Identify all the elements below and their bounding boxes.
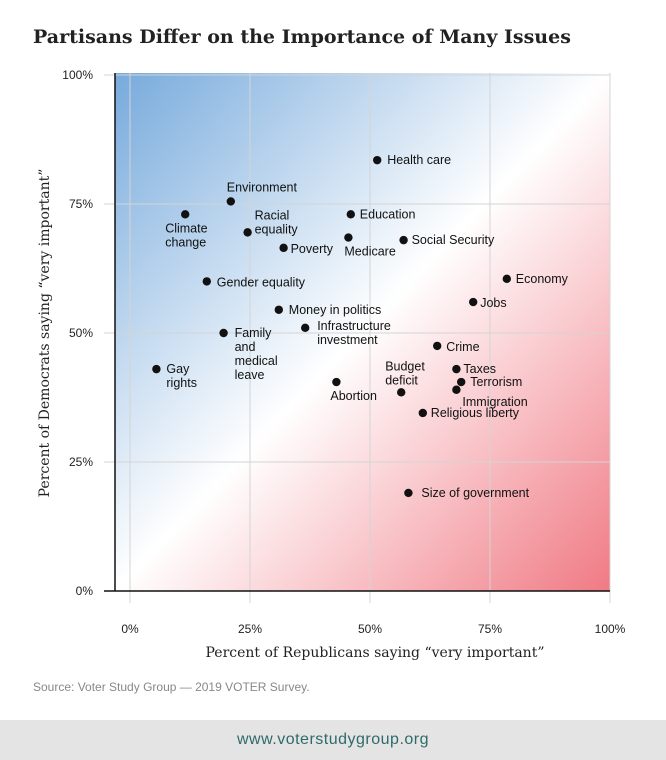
- y-axis-label: Percent of Democrats saying “very import…: [37, 168, 53, 498]
- point-label: Medicare: [344, 245, 395, 259]
- point-marker: [301, 323, 310, 333]
- source-note: Source: Voter Study Group — 2019 VOTER S…: [33, 680, 310, 694]
- data-point: Crime: [433, 340, 480, 354]
- point-marker: [452, 385, 461, 394]
- y-tick-label: 0%: [76, 584, 94, 598]
- point-label: Gay rights: [166, 362, 197, 390]
- point-label: Jobs: [480, 296, 506, 310]
- point-label: Religious liberty: [431, 406, 520, 420]
- point-label: Health care: [387, 153, 451, 167]
- data-point: Immigration: [452, 385, 528, 409]
- data-point: Racial equality: [243, 208, 299, 237]
- data-point: Social Security: [399, 233, 495, 247]
- data-point: Education: [346, 207, 416, 221]
- point-marker: [346, 210, 355, 219]
- point-marker: [452, 364, 461, 374]
- point-marker: [457, 377, 466, 387]
- point-marker: [332, 377, 341, 387]
- point-label: Racial equality: [255, 208, 299, 236]
- gridlines: [104, 73, 611, 603]
- point-marker: [397, 388, 406, 397]
- data-point: Religious liberty: [418, 406, 520, 420]
- point-label: Gender equality: [217, 275, 306, 289]
- y-tick-label: 25%: [69, 455, 93, 469]
- point-label: Family and medical leave: [235, 326, 278, 382]
- point-marker: [502, 274, 511, 284]
- data-point: Terrorism: [457, 375, 522, 389]
- point-marker: [399, 235, 408, 245]
- point-label: Climate change: [165, 221, 207, 249]
- tick-labels: 0% 0% 25% 25% 50% 50% 75% 75% 100% 100%: [62, 68, 625, 636]
- y-tick-label: 50%: [69, 326, 93, 340]
- point-label: Terrorism: [470, 375, 522, 389]
- scatter-plot: 0% 0% 25% 25% 50% 50% 75% 75% 100% 100% Health ca…: [62, 68, 625, 636]
- data-point: Budget deficit: [385, 359, 425, 397]
- data-point: Abortion: [330, 377, 377, 403]
- point-label: Immigration: [462, 395, 527, 409]
- point-marker: [181, 210, 190, 219]
- point-marker: [344, 233, 353, 242]
- data-point: Poverty: [279, 242, 334, 256]
- point-label: Size of government: [421, 486, 529, 500]
- point-label: Budget deficit: [385, 359, 425, 387]
- point-label: Taxes: [463, 362, 496, 376]
- point-marker: [433, 341, 442, 351]
- point-marker: [152, 364, 161, 374]
- point-marker: [373, 155, 382, 165]
- y-tick-label: 100%: [62, 68, 93, 82]
- footer-bar: www.voterstudygroup.org: [0, 720, 666, 760]
- point-marker: [226, 197, 235, 206]
- point-marker: [219, 328, 228, 338]
- x-tick-label: 0%: [121, 622, 139, 636]
- point-label: Economy: [516, 272, 569, 286]
- data-point: Family and medical leave: [219, 326, 278, 382]
- data-point: Gender equality: [202, 275, 306, 289]
- point-label: Crime: [446, 340, 479, 354]
- y-tick-label: 75%: [69, 197, 93, 211]
- point-label: Money in politics: [289, 303, 381, 317]
- data-point: Size of government: [404, 486, 530, 500]
- x-axis-label: Percent of Republicans saying “very impo…: [205, 645, 545, 661]
- data-point: Jobs: [469, 296, 507, 310]
- data-point: Economy: [502, 272, 569, 286]
- data-point: Infrastructure investment: [301, 319, 391, 347]
- x-tick-label: 25%: [238, 622, 262, 636]
- chart-title: Partisans Differ on the Importance of Ma…: [33, 26, 571, 48]
- data-point: Climate change: [165, 210, 208, 249]
- point-marker: [418, 408, 427, 418]
- point-label: Environment: [227, 180, 298, 194]
- x-tick-label: 50%: [358, 622, 382, 636]
- axes: [104, 73, 610, 592]
- point-marker: [404, 488, 413, 498]
- x-tick-label: 75%: [478, 622, 502, 636]
- point-label: Education: [360, 207, 416, 221]
- data-point: Medicare: [344, 233, 396, 259]
- data-point: Taxes: [452, 362, 496, 376]
- point-marker: [469, 297, 478, 307]
- point-label: Poverty: [291, 242, 334, 256]
- point-label: Abortion: [330, 389, 377, 403]
- data-point: Money in politics: [274, 303, 381, 317]
- point-marker: [274, 305, 283, 314]
- plot-background: [115, 73, 610, 591]
- data-points: Health care Environment Climate change Racia…: [152, 153, 569, 500]
- point-marker: [243, 228, 252, 237]
- data-point: Environment: [226, 180, 298, 206]
- point-marker: [202, 277, 211, 286]
- data-point: Gay rights: [152, 362, 197, 390]
- footer-link[interactable]: www.voterstudygroup.org: [236, 731, 430, 748]
- point-label: Infrastructure investment: [317, 319, 391, 347]
- point-marker: [279, 243, 288, 253]
- x-tick-label: 100%: [595, 622, 626, 636]
- data-point: Health care: [373, 153, 451, 167]
- point-label: Social Security: [412, 233, 495, 247]
